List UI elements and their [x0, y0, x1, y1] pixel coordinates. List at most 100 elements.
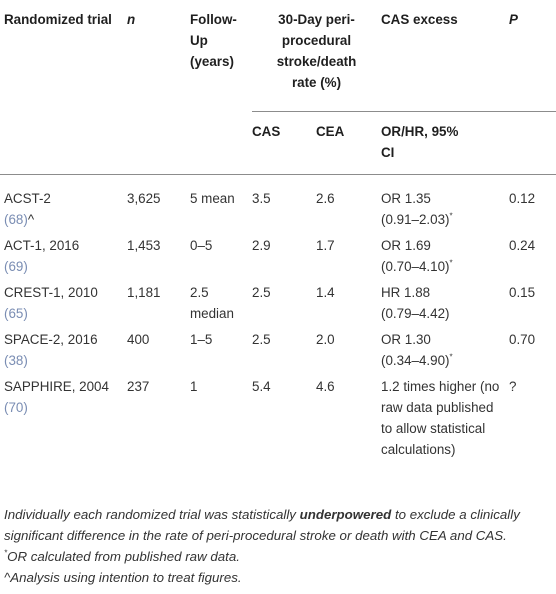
cell-cea: 1.4: [316, 277, 381, 324]
cell-cas-value: 2.5: [252, 284, 271, 300]
cell-followup: 1: [190, 371, 252, 465]
cell-p: 0.24: [509, 230, 556, 277]
cell-cas: 2.5: [252, 324, 316, 371]
cell-cea: 1.7: [316, 230, 381, 277]
header-trial: Randomized trial: [4, 12, 112, 27]
header-followup: Follow-Up (years): [190, 12, 237, 69]
table-footnotes: Individually each randomized trial was s…: [4, 504, 552, 588]
excess-estimate: 1.2 times higher (no raw data published …: [381, 378, 500, 457]
cell-n: 1,453: [127, 230, 190, 277]
footnote-or: *OR calculated from published raw data.: [4, 546, 552, 567]
excess-star: *: [449, 258, 453, 268]
header-rate: 30-Day peri-procedural stroke/death rate…: [252, 0, 381, 112]
cell-excess: 1.2 times higher (no raw data published …: [381, 371, 509, 465]
cell-n-value: 1,453: [127, 237, 161, 253]
cell-cea: 4.6: [316, 371, 381, 465]
cell-cea: 2.6: [316, 174, 381, 230]
footnote-itt: ^Analysis using intention to treat figur…: [4, 570, 242, 585]
excess-star: *: [449, 211, 453, 221]
cell-trial: SAPPHIRE, 2004 (70): [0, 371, 127, 465]
cell-n-value: 237: [127, 378, 150, 394]
cell-n: 400: [127, 324, 190, 371]
trial-reference-link[interactable]: (38): [4, 352, 28, 368]
cell-p-value: 0.15: [509, 284, 536, 300]
trials-table: Randomized trial n Follow-Up (years) 30-…: [0, 0, 556, 465]
header-rate-text: 30-Day peri-procedural stroke/death rate…: [276, 12, 357, 90]
cell-excess: HR 1.88 (0.79–4.42): [381, 277, 509, 324]
cell-cea-value: 2.6: [316, 190, 335, 206]
footnote-or-mark: *: [4, 548, 8, 558]
cell-n-value: 3,625: [127, 190, 161, 206]
cell-followup-value: 2.5 median: [190, 284, 234, 321]
excess-star: *: [449, 352, 453, 362]
cell-cas-value: 2.9: [252, 237, 271, 253]
table-row: CREST-1, 2010 (65) 1,181 2.5 median 2.5 1.4 H…: [0, 277, 556, 324]
cell-trial: SPACE-2, 2016 (38): [0, 324, 127, 371]
cell-excess: OR 1.69 (0.70–4.10)*: [381, 230, 509, 277]
trial-reference-link[interactable]: (70): [4, 399, 28, 415]
cell-excess: OR 1.30 (0.34–4.90)*: [381, 324, 509, 371]
cell-cas-value: 5.4: [252, 378, 271, 394]
header-cea: CEA: [316, 123, 345, 139]
cell-n-value: 1,181: [127, 284, 161, 300]
cell-trial: ACT-1, 2016 (69): [0, 230, 127, 277]
cell-n-value: 400: [127, 331, 150, 347]
cell-n: 3,625: [127, 174, 190, 230]
cell-followup: 1–5: [190, 324, 252, 371]
cell-p-value: 0.70: [509, 331, 536, 347]
cell-followup: 5 mean: [190, 174, 252, 230]
excess-ci: (0.79–4.42): [381, 305, 450, 321]
trial-reference-link[interactable]: (65): [4, 305, 28, 321]
cell-cas: 5.4: [252, 371, 316, 465]
cell-cas: 3.5: [252, 174, 316, 230]
excess-ci: (0.34–4.90): [381, 352, 450, 368]
cell-p: 0.70: [509, 324, 556, 371]
cell-followup-value: 1–5: [190, 331, 213, 347]
footnote-power-bold: underpowered: [299, 507, 392, 522]
cell-cea-value: 1.4: [316, 284, 335, 300]
cell-trial: ACST-2 (68)^: [0, 174, 127, 230]
cell-followup-value: 5 mean: [190, 190, 235, 206]
trial-name: SAPPHIRE, 2004: [4, 378, 109, 394]
cell-n: 237: [127, 371, 190, 465]
cell-cas-value: 2.5: [252, 331, 271, 347]
excess-ci: (0.91–2.03): [381, 211, 450, 227]
trial-reference-link[interactable]: (68): [4, 211, 28, 227]
table-row: SPACE-2, 2016 (38) 400 1–5 2.5 2.0 OR 1.30 (0.…: [0, 324, 556, 371]
cell-trial: CREST-1, 2010 (65): [0, 277, 127, 324]
trial-reference-link[interactable]: (69): [4, 258, 28, 274]
footnote-power-pre: Individually each randomized trial was s…: [4, 507, 300, 522]
trial-name: ACT-1, 2016: [4, 237, 80, 253]
excess-estimate: HR 1.88: [381, 284, 431, 300]
cell-p-value: 0.24: [509, 237, 536, 253]
excess-estimate: OR 1.69: [381, 237, 431, 253]
cell-cea-value: 4.6: [316, 378, 335, 394]
cell-cea: 2.0: [316, 324, 381, 371]
table-row: ACST-2 (68)^ 3,625 5 mean 3.5 2.6 OR 1.35 (0.9…: [0, 174, 556, 230]
cell-cea-value: 1.7: [316, 237, 335, 253]
table-row: ACT-1, 2016 (69) 1,453 0–5 2.9 1.7 OR 1.69 (0.…: [0, 230, 556, 277]
cell-followup-value: 1: [190, 378, 198, 394]
excess-ci: (0.70–4.10): [381, 258, 450, 274]
cell-p-value: 0.12: [509, 190, 536, 206]
footnote-power-post: to exclude a clinically significant diff…: [4, 507, 520, 543]
cell-cas: 2.9: [252, 230, 316, 277]
header-n: n: [127, 12, 136, 27]
header-p: P: [509, 0, 556, 112]
cell-p-value: ?: [509, 378, 517, 394]
cell-p: 0.15: [509, 277, 556, 324]
cell-excess: OR 1.35 (0.91–2.03)*: [381, 174, 509, 230]
header-orhr: OR/HR, 95% CI: [381, 123, 459, 160]
table-row: SAPPHIRE, 2004 (70) 237 1 5.4 4.6 1.2 times h…: [0, 371, 556, 465]
excess-estimate: OR 1.35: [381, 190, 431, 206]
cell-p: ?: [509, 371, 556, 465]
cell-followup: 0–5: [190, 230, 252, 277]
footnote-or-text: OR calculated from published raw data.: [7, 549, 240, 564]
cell-cea-value: 2.0: [316, 331, 335, 347]
cell-followup-value: 0–5: [190, 237, 213, 253]
cell-p: 0.12: [509, 174, 556, 230]
trial-name: SPACE-2, 2016: [4, 331, 98, 347]
cell-n: 1,181: [127, 277, 190, 324]
footnote-power: Individually each randomized trial was s…: [4, 504, 552, 546]
